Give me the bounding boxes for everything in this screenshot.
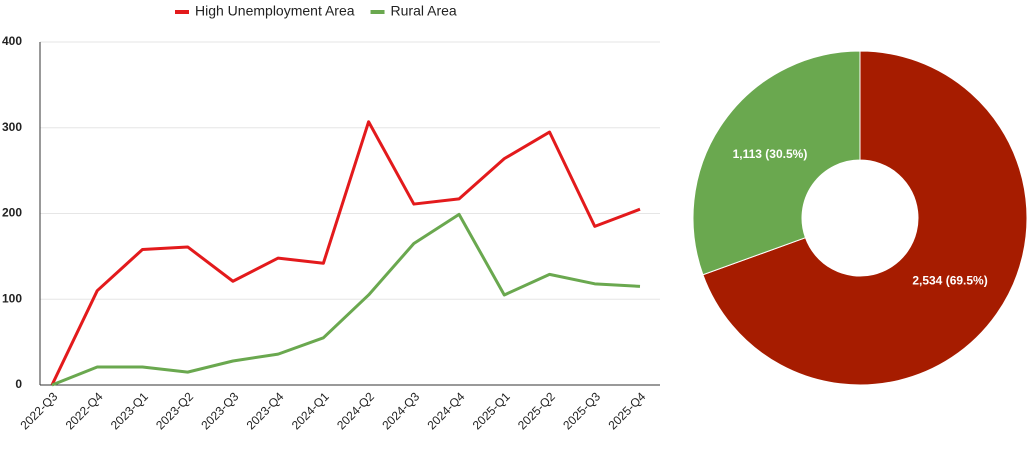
x-tick-label: 2023-Q1 [108, 389, 151, 432]
donut-slice [692, 50, 861, 276]
x-tick-label: 2023-Q2 [153, 389, 196, 432]
x-tick-label: 2023-Q3 [198, 389, 241, 432]
data-label: 1,113 (30.5%) [733, 147, 808, 161]
x-tick-label: 2025-Q1 [470, 389, 513, 432]
y-tick-label: 200 [2, 206, 22, 220]
series-line [51, 212, 641, 387]
x-tick-label: 2025-Q4 [605, 389, 648, 432]
x-tick-label: 2025-Q2 [515, 389, 558, 432]
x-tick-label: 2024-Q3 [379, 389, 422, 432]
series-line [50, 120, 641, 386]
x-tick-label: 2025-Q3 [560, 389, 603, 432]
x-tick-label: 2022-Q4 [63, 389, 106, 432]
y-tick-label: 0 [15, 377, 22, 391]
x-tick-label: 2024-Q4 [425, 389, 468, 432]
y-tick-label: 300 [2, 120, 22, 134]
legend-label: Rural Area [391, 3, 457, 19]
x-tick-label: 2024-Q2 [334, 389, 377, 432]
x-tick-label: 2022-Q3 [17, 389, 60, 432]
donut-slice [702, 50, 1028, 386]
y-tick-label: 100 [2, 291, 22, 305]
y-tick-label: 400 [2, 34, 22, 48]
legend-label: High Unemployment Area [195, 3, 355, 19]
data-label: 2,534 (69.5%) [912, 273, 987, 287]
x-tick-label: 2024-Q1 [289, 389, 332, 432]
x-tick-label: 2023-Q4 [244, 389, 287, 432]
